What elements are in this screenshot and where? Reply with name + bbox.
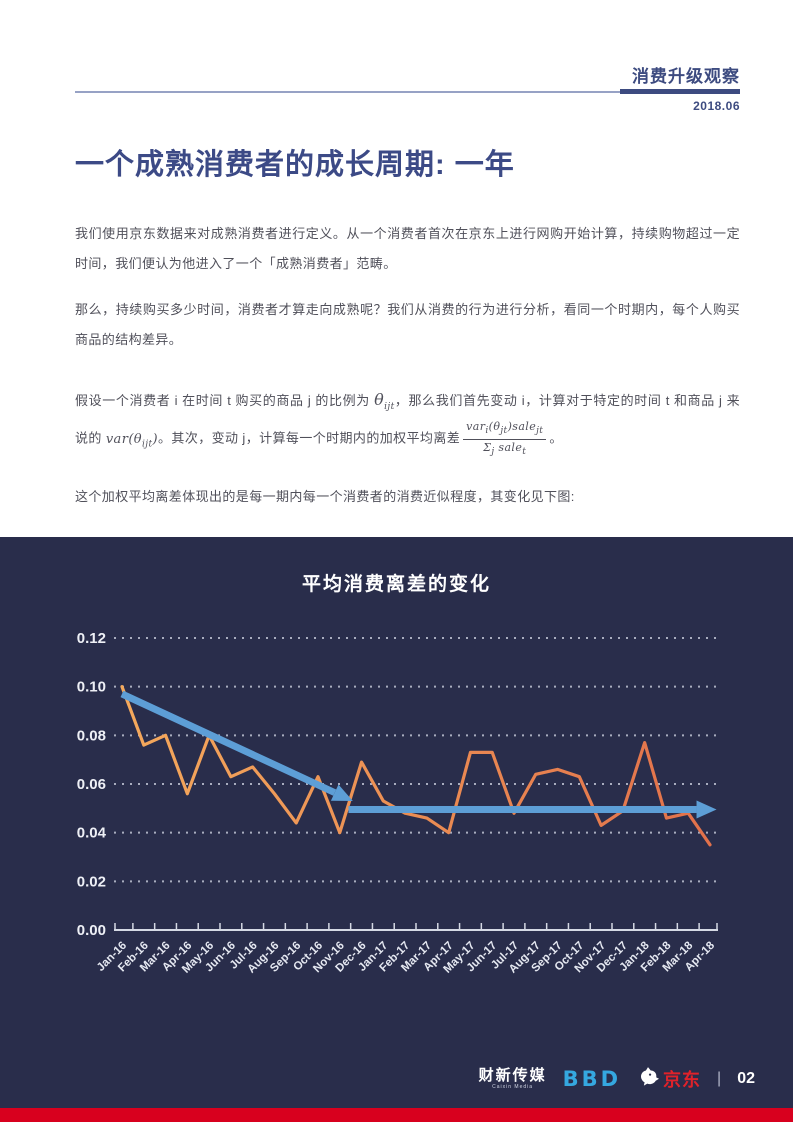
- bottom-red-bar: [0, 1108, 793, 1122]
- jd-logo-text: 京东: [663, 1069, 702, 1090]
- weighted-deviation-fraction: vari(θjt)salejt Σj salet: [463, 420, 547, 458]
- svg-text:0.00: 0.00: [77, 922, 106, 939]
- page-number: 02: [737, 1069, 755, 1087]
- var-term: var(θijt): [105, 431, 159, 450]
- paragraph-definition: 我们使用京东数据来对成熟消费者进行定义。从一个消费者首次在京东上进行网购开始计算…: [75, 226, 740, 271]
- svg-text:0.10: 0.10: [77, 679, 106, 696]
- paragraph-formula: 假设一个消费者 i 在时间 t 购买的商品 j 的比例为 θijt，那么我们首先…: [75, 379, 740, 458]
- svg-text:0.06: 0.06: [77, 776, 106, 793]
- svg-text:0.02: 0.02: [77, 873, 106, 890]
- article-title: 一个成熟消费者的成长周期: 一年: [75, 149, 515, 181]
- formula-text: 。: [549, 430, 563, 446]
- svg-text:0.04: 0.04: [77, 825, 107, 842]
- jd-dog-icon: [637, 1065, 660, 1092]
- header-rule-accent: [620, 89, 740, 94]
- formula-text: 假设一个消费者 i 在时间 t 购买的商品 j 的比例为: [75, 392, 375, 408]
- bbd-logo: BBD: [562, 1066, 622, 1091]
- header: 消费升级观察 2018.06: [75, 62, 740, 113]
- paragraph-question: 那么，持续购买多少时间，消费者才算走向成熟呢？我们从消费的行为进行分析，看同一个…: [75, 301, 740, 347]
- paragraph-lead-in: 这个加权平均离差体现出的是每一期内每一个消费者的消费近似程度，其变化见下图:: [75, 489, 575, 505]
- theta-term: θijt: [374, 389, 395, 412]
- issue-date: 2018.06: [693, 99, 740, 113]
- caixin-logo-subtext: Caixin Media: [492, 1083, 534, 1090]
- article-body: 我们使用京东数据来对成熟消费者进行定义。从一个消费者首次在京东上进行网购开始计算…: [75, 219, 740, 512]
- chart-footer: 财新传媒 Caixin Media BBD 京东 | 02: [479, 1065, 755, 1092]
- formula-text: ，那么我们首先变动 i，计算对于特定的时间 t 和商品 j 来说的: [75, 392, 740, 446]
- footer-separator: |: [717, 1069, 722, 1087]
- svg-text:0.08: 0.08: [77, 727, 106, 744]
- caixin-logo-text: 财新传媒: [478, 1066, 547, 1084]
- caixin-logo: 财新传媒 Caixin Media: [479, 1068, 547, 1090]
- line-chart-svg: 0.000.020.040.060.080.100.12Jan-16Feb-16…: [77, 630, 718, 976]
- jd-logo: 京东: [637, 1065, 701, 1092]
- svg-text:0.12: 0.12: [77, 630, 106, 647]
- publication-title: 消费升级观察: [632, 67, 740, 86]
- chart-section: 平均消费离差的变化 0.00 0.02 0.04 0.06 0.08 0.10 0.12 Ja…: [0, 537, 793, 1108]
- top-section: 消费升级观察 2018.06 一个成熟消费者的成长周期: 一年 我们使用京东数据…: [0, 0, 793, 537]
- formula-text: 。其次，变动 j，计算每一个时期内的加权平均离差: [158, 430, 461, 446]
- header-rule: [75, 89, 740, 94]
- chart-title: 平均消费离差的变化: [301, 574, 491, 595]
